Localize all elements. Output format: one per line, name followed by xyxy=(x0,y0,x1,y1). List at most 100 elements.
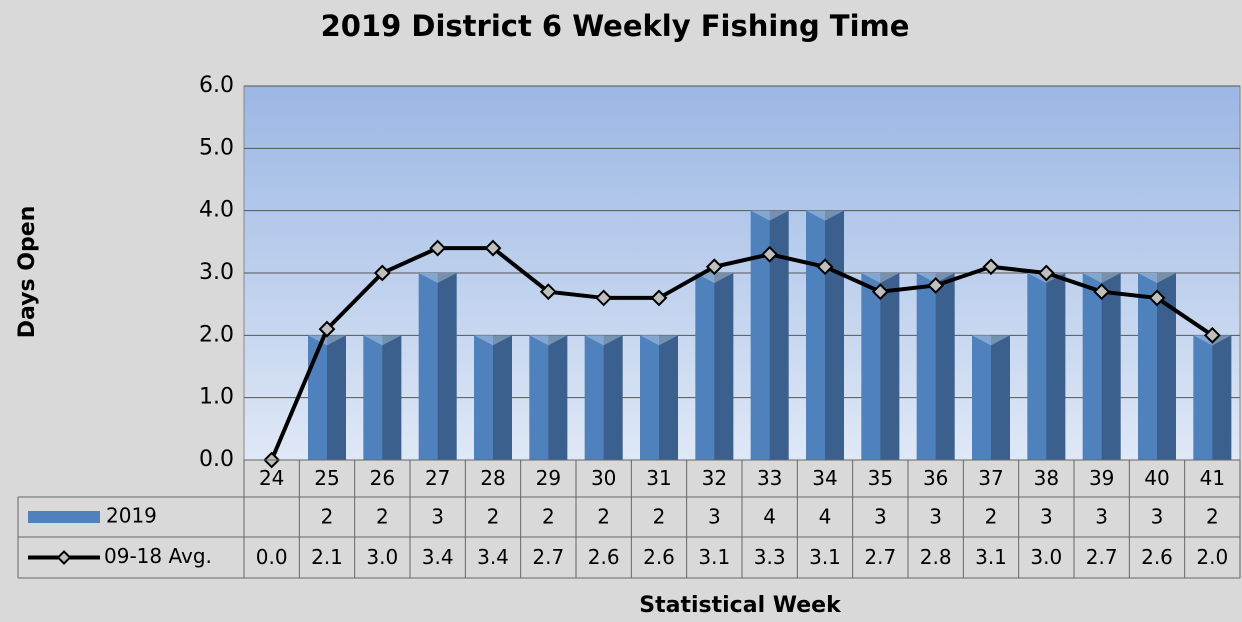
y-tick-label: 0.0 xyxy=(199,447,234,472)
table-cell: 3.4 xyxy=(477,545,509,569)
x-tick-label: 31 xyxy=(646,466,671,490)
x-tick-label: 38 xyxy=(1034,466,1059,490)
bar-shade xyxy=(991,335,1010,460)
table-cell: 4 xyxy=(763,505,776,529)
bar xyxy=(1027,273,1066,460)
bar-shade xyxy=(437,273,457,460)
table-cell: 3 xyxy=(1040,505,1053,529)
x-tick-label: 32 xyxy=(702,466,727,490)
bar-shade xyxy=(659,335,678,460)
line-marker xyxy=(373,264,391,282)
line-marker xyxy=(484,239,502,257)
bar xyxy=(695,273,734,460)
legend-label: 09-18 Avg. xyxy=(104,544,212,568)
x-tick-label: 35 xyxy=(868,466,893,490)
table-cell: 3 xyxy=(1151,505,1164,529)
bar-shade xyxy=(935,273,955,460)
table-cell: 3.1 xyxy=(698,545,730,569)
line-marker xyxy=(761,245,779,263)
line-marker xyxy=(539,283,557,301)
bar xyxy=(529,335,568,460)
bar-bevel xyxy=(695,273,734,283)
line-marker xyxy=(1093,283,1111,301)
x-tick-label: 24 xyxy=(259,466,284,490)
line-marker xyxy=(318,320,336,338)
bar xyxy=(640,335,678,460)
bar-bevel xyxy=(806,210,844,221)
line-marker xyxy=(1037,264,1055,282)
bar xyxy=(363,335,402,460)
bar xyxy=(972,335,1010,460)
bar-bevel xyxy=(529,335,568,346)
table-cell: 3 xyxy=(874,505,887,529)
y-tick-label: 3.0 xyxy=(199,260,234,285)
bar-bevel xyxy=(363,335,402,346)
bar-shade xyxy=(327,335,346,460)
table-cell: 4 xyxy=(819,505,832,529)
bar xyxy=(1082,273,1121,460)
line-marker xyxy=(650,289,668,307)
table-cell: 2.0 xyxy=(1196,545,1228,569)
y-tick-label: 4.0 xyxy=(199,198,234,223)
x-tick-label: 29 xyxy=(536,466,561,490)
table-cell: 2 xyxy=(542,505,555,529)
bar-bevel xyxy=(1082,273,1121,283)
bar xyxy=(861,273,900,460)
table-cell: 2.8 xyxy=(920,545,952,569)
bar-shade xyxy=(603,335,623,460)
bar-shade xyxy=(548,335,568,460)
bar-bevel xyxy=(750,210,789,221)
bar-bevel xyxy=(308,335,346,346)
bar-bevel xyxy=(418,273,457,283)
table-cell: 2.6 xyxy=(1141,545,1173,569)
bar xyxy=(418,273,457,460)
bar xyxy=(1193,335,1232,460)
x-axis-label: Statistical Week xyxy=(639,593,842,618)
table-cell: 3 xyxy=(431,505,444,529)
bar-shade xyxy=(1212,335,1232,460)
legend-label: 2019 xyxy=(106,504,157,528)
bar-bevel xyxy=(584,335,623,346)
x-tick-label: 26 xyxy=(370,466,395,490)
y-tick-label: 1.0 xyxy=(199,385,234,410)
line-marker xyxy=(1148,289,1166,307)
legend-marker xyxy=(56,550,72,565)
x-tick-label: 33 xyxy=(757,466,782,490)
chart-title: 2019 District 6 Weekly Fishing Time xyxy=(321,9,910,43)
table-cell: 2.6 xyxy=(643,545,675,569)
table-cell: 3.1 xyxy=(975,545,1007,569)
line-marker xyxy=(705,258,723,276)
table-cell: 3.0 xyxy=(366,545,398,569)
line-marker xyxy=(927,277,945,294)
table-cell: 3.4 xyxy=(422,545,454,569)
bar-bevel xyxy=(861,273,900,283)
bar-shade xyxy=(714,273,734,460)
x-tick-label: 30 xyxy=(591,466,616,490)
table-cell: 3 xyxy=(1095,505,1108,529)
x-tick-label: 40 xyxy=(1144,466,1169,490)
line-marker xyxy=(595,289,613,307)
table-cell: 2 xyxy=(653,505,666,529)
bar xyxy=(584,335,623,460)
line-marker xyxy=(982,258,1000,276)
bar-shade xyxy=(382,335,402,460)
x-tick-label: 39 xyxy=(1089,466,1114,490)
x-tick-label: 25 xyxy=(314,466,339,490)
bar-shade xyxy=(1046,273,1066,460)
line xyxy=(269,246,1214,461)
bar-bevel xyxy=(1138,273,1176,283)
table-cell: 3 xyxy=(929,505,942,529)
line-marker xyxy=(816,258,834,276)
line-marker xyxy=(871,283,889,301)
y-tick-label: 5.0 xyxy=(199,135,234,160)
table-cell: 3.3 xyxy=(754,545,786,569)
bar-shade xyxy=(1101,273,1121,460)
bar-bevel xyxy=(640,335,678,346)
y-tick-label: 6.0 xyxy=(199,73,234,98)
bar-bevel xyxy=(474,335,512,346)
table-cell: 0.0 xyxy=(256,545,288,569)
table-cell: 2.7 xyxy=(532,545,564,569)
x-tick-label: 36 xyxy=(923,466,948,490)
bar-shade xyxy=(1157,273,1176,460)
